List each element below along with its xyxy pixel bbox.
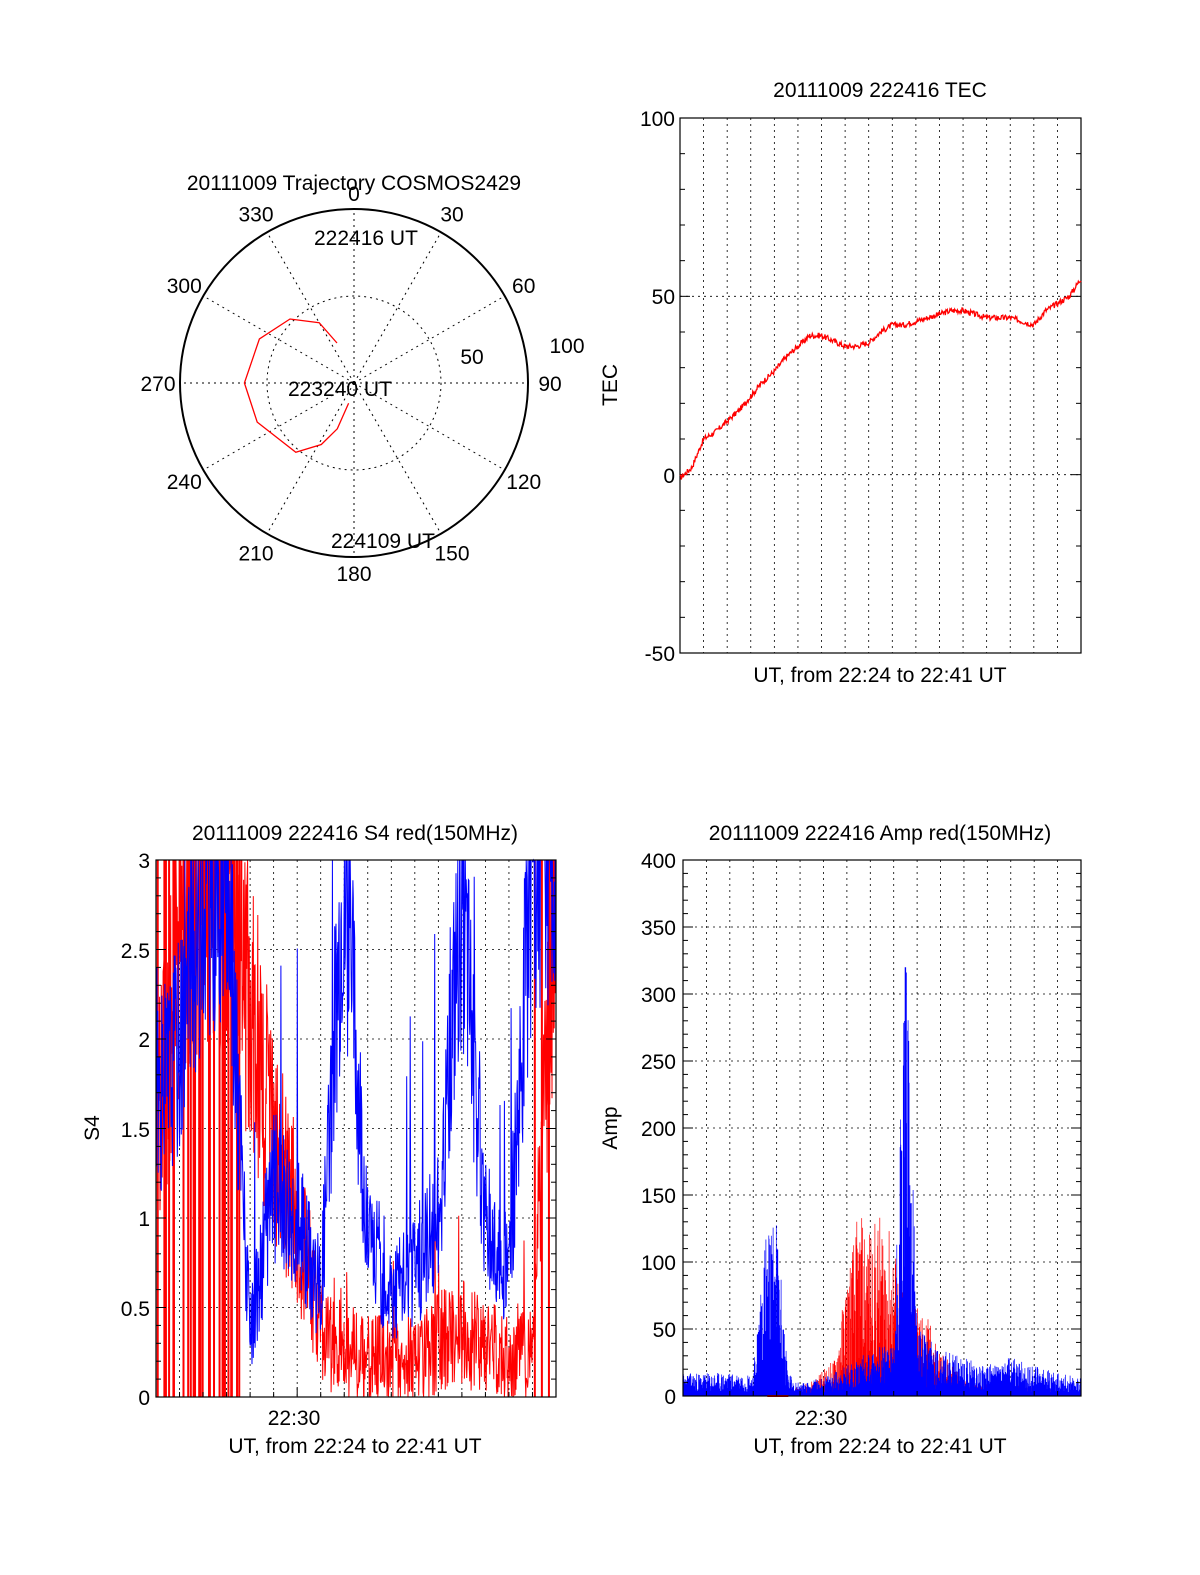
s4-ytick-label: 0 <box>138 1387 150 1410</box>
tec-ylabel: TEC <box>599 364 622 406</box>
amp-ytick-label: 200 <box>641 1118 676 1141</box>
amp-xtick-label: 22:30 <box>795 1407 848 1430</box>
s4-ytick-label: 1.5 <box>121 1119 150 1142</box>
amp-grid <box>683 860 1081 1396</box>
tec-ytick-label: -50 <box>645 643 675 666</box>
amp-ytick-label: 250 <box>641 1051 676 1074</box>
amp-red-spikes <box>776 1217 1081 1396</box>
trajectory-label-mid: 223240 UT <box>288 378 392 401</box>
polar-spoke <box>266 382 355 534</box>
amp-ytick-label: 350 <box>641 917 676 940</box>
trajectory-label-end: 224109 UT <box>331 530 435 553</box>
polar-angle-label: 180 <box>336 563 371 586</box>
polar-angle-label: 90 <box>538 373 561 396</box>
tec-ytick-label: 50 <box>652 286 675 309</box>
s4-panel: 20111009 222416 S4 red(150MHz) 3 2.5 2 1… <box>81 822 557 1458</box>
polar-spoke <box>353 382 505 471</box>
polar-trajectory-panel: 20111009 Trajectory COSMOS2429 0 30 60 90 12… <box>140 172 584 586</box>
polar-spoke <box>353 295 505 384</box>
polar-angle-label: 120 <box>506 471 541 494</box>
tec-minor-ticks <box>680 117 1081 654</box>
polar-title: 20111009 Trajectory COSMOS2429 <box>187 172 521 195</box>
amp-ytick-label: 400 <box>641 850 676 873</box>
polar-grid-circle <box>266 295 442 471</box>
tec-title: 20111009 222416 TEC <box>773 79 987 102</box>
polar-radial-label-50: 50 <box>460 346 483 369</box>
amp-ytick-label: 100 <box>641 1252 676 1275</box>
s4-ytick-label: 1 <box>138 1208 150 1231</box>
polar-angle-label: 240 <box>167 471 202 494</box>
s4-ylabel: S4 <box>81 1115 104 1141</box>
polar-spoke <box>203 295 355 384</box>
tec-grid <box>680 118 1081 653</box>
amp-xlabel: UT, from 22:24 to 22:41 UT <box>753 1435 1006 1458</box>
amp-title: 20111009 222416 Amp red(150MHz) <box>709 822 1051 845</box>
s4-ytick-label: 2.5 <box>121 940 150 963</box>
polar-radial-label-100: 100 <box>549 335 584 358</box>
amp-ytick-label: 300 <box>641 984 676 1007</box>
s4-blue-series <box>155 858 557 1365</box>
s4-ytick-label: 0.5 <box>121 1298 150 1321</box>
polar-angle-label: 300 <box>167 275 202 298</box>
polar-angle-label: 150 <box>434 543 469 566</box>
tec-ytick-label: 100 <box>640 108 675 131</box>
trajectory-label-start: 222416 UT <box>314 227 418 250</box>
s4-ytick-label: 2 <box>138 1029 150 1052</box>
polar-spoke <box>353 382 442 534</box>
amp-ytick-label: 0 <box>664 1386 676 1409</box>
polar-angle-label: 30 <box>440 203 463 226</box>
polar-angle-label: 60 <box>512 275 535 298</box>
polar-angle-label: 270 <box>140 373 175 396</box>
polar-angle-label: 0 <box>348 183 360 206</box>
s4-ytick-label: 3 <box>138 850 150 873</box>
s4-xtick-label: 22:30 <box>268 1407 321 1430</box>
tec-ytick-label: 0 <box>663 465 675 488</box>
polar-grid <box>180 209 528 557</box>
polar-angle-label: 210 <box>238 543 273 566</box>
polar-spoke <box>266 232 355 384</box>
s4-xlabel: UT, from 22:24 to 22:41 UT <box>228 1435 481 1458</box>
polar-angle-label: 330 <box>238 203 273 226</box>
polar-trajectory-line <box>243 318 350 454</box>
amp-ylabel: Amp <box>599 1106 622 1149</box>
polar-spoke <box>203 382 355 471</box>
amp-series <box>682 967 1082 1397</box>
tec-xlabel: UT, from 22:24 to 22:41 UT <box>753 664 1006 687</box>
amp-minor-ticks <box>682 859 1082 1397</box>
tec-panel: 20111009 222416 TEC 100 50 0 -50 TEC UT,… <box>599 79 1082 687</box>
tec-plot-frame <box>679 117 1082 654</box>
polar-spoke <box>353 232 442 384</box>
tec-series-line <box>679 279 1082 480</box>
s4-blue-line <box>155 858 557 1365</box>
amp-ytick-label: 50 <box>653 1319 676 1342</box>
polar-outer-circle <box>179 208 529 558</box>
amp-ytick-label: 150 <box>641 1185 676 1208</box>
s4-minor-ticks <box>155 859 557 1398</box>
s4-title: 20111009 222416 S4 red(150MHz) <box>192 822 518 845</box>
polar-angle-labels: 0 30 60 90 120 150 180 210 240 270 300 330 <box>140 183 561 586</box>
amp-panel: 20111009 222416 Amp red(150MHz) 400 350 … <box>599 822 1082 1458</box>
